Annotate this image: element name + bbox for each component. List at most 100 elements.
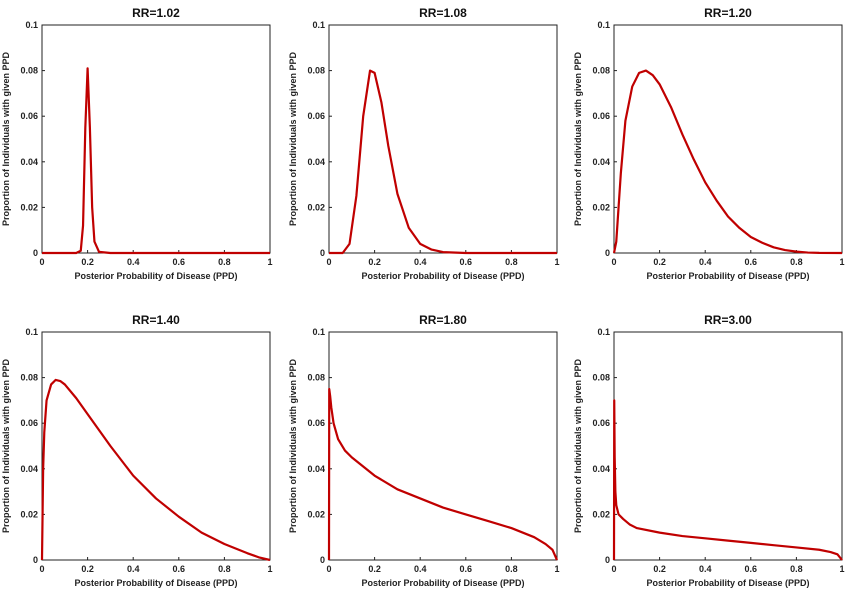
y-tick-label: 0 [320, 248, 325, 258]
x-tick-label: 0.6 [745, 257, 758, 267]
chart-title: RR=1.80 [419, 313, 467, 327]
x-tick-label: 1 [839, 564, 844, 574]
y-tick-label: 0.08 [592, 373, 610, 383]
y-tick-label: 0 [33, 555, 38, 565]
x-axis-label: Posterior Probability of Disease (PPD) [361, 271, 524, 281]
chart-panel-5: RR=1.80 0 0.2 0.4 0.6 0.8 1 0 0.02 0.04 0.06 0.08 0.… [288, 313, 560, 588]
series-line [327, 387, 559, 561]
y-axis-label: Proportion of Individuals with given PPD [288, 359, 298, 534]
y-tick-label: 0.02 [307, 202, 325, 212]
x-tick-label: 0.2 [368, 564, 381, 574]
y-tick-label: 0.04 [20, 464, 38, 474]
x-tick-label: 0.2 [368, 257, 381, 267]
y-tick-label: 0.08 [20, 66, 38, 76]
y-tick-label: 0.02 [307, 509, 325, 519]
x-tick-label: 0.4 [127, 564, 140, 574]
y-tick-label: 0.04 [307, 157, 325, 167]
x-tick-label: 0.6 [745, 564, 758, 574]
chart-panel-2: RR=1.08 0 0.2 0.4 0.6 0.8 1 0 0.02 0.04 0.06 0.08 0.… [288, 6, 560, 281]
series-line [612, 69, 843, 255]
y-tick-label: 0.08 [592, 66, 610, 76]
x-tick-label: 0 [611, 564, 616, 574]
x-tick-label: 0 [326, 564, 331, 574]
y-tick-label: 0.04 [592, 157, 610, 167]
x-tick-label: 0 [326, 257, 331, 267]
y-axis-label: Proportion of Individuals with given PPD [1, 52, 11, 227]
y-tick-label: 0 [33, 248, 38, 258]
y-tick-label: 0.04 [20, 157, 38, 167]
x-tick-label: 0.6 [173, 257, 186, 267]
x-axis-label: Posterior Probability of Disease (PPD) [74, 271, 237, 281]
chart-panel-1: RR=1.02 0 0.2 0.4 0.6 0.8 1 0 0.02 0.04 0.06 0.08 0.… [1, 6, 273, 281]
y-tick-label: 0.1 [312, 327, 325, 337]
y-tick-label: 0.08 [20, 373, 38, 383]
chart-title: RR=1.08 [419, 6, 467, 20]
y-tick-label: 0.02 [20, 202, 38, 212]
y-tick-label: 0.06 [592, 418, 610, 428]
x-tick-label: 0 [611, 257, 616, 267]
x-tick-label: 0.8 [790, 257, 803, 267]
x-tick-label: 0.8 [218, 257, 231, 267]
y-tick-label: 0.08 [307, 66, 325, 76]
y-tick-label: 0.1 [25, 20, 38, 30]
y-tick-label: 0.08 [307, 373, 325, 383]
x-tick-label: 0.4 [127, 257, 140, 267]
y-tick-label: 0.02 [592, 202, 610, 212]
y-axis-label: Proportion of Individuals with given PPD [573, 359, 583, 534]
y-tick-label: 0 [320, 555, 325, 565]
x-tick-label: 0 [39, 257, 44, 267]
x-tick-label: 1 [554, 564, 559, 574]
y-tick-label: 0.1 [597, 327, 610, 337]
x-axis-label: Posterior Probability of Disease (PPD) [646, 271, 809, 281]
chart-title: RR=1.20 [704, 6, 752, 20]
chart-title: RR=1.40 [132, 313, 180, 327]
plot-frame [613, 331, 843, 561]
x-tick-label: 0.8 [218, 564, 231, 574]
chart-panel-6: RR=3.00 0 0.2 0.4 0.6 0.8 1 0 0.02 0.04 0.06 0.08 0.… [573, 313, 845, 588]
x-axis-label: Posterior Probability of Disease (PPD) [646, 578, 809, 588]
x-tick-label: 0.4 [699, 257, 712, 267]
x-tick-label: 0.2 [653, 564, 666, 574]
x-tick-label: 0.6 [173, 564, 186, 574]
chart-title: RR=1.02 [132, 6, 180, 20]
x-tick-label: 0.4 [699, 564, 712, 574]
plot-frame [41, 24, 271, 254]
x-tick-label: 0.2 [81, 564, 94, 574]
y-tick-label: 0.06 [20, 111, 38, 121]
x-tick-label: 1 [267, 257, 272, 267]
y-axis-label: Proportion of Individuals with given PPD [573, 52, 583, 227]
y-tick-label: 0.06 [592, 111, 610, 121]
x-tick-label: 0.4 [414, 564, 427, 574]
x-tick-label: 0.8 [790, 564, 803, 574]
plot-frame [328, 331, 558, 561]
y-tick-label: 0.04 [592, 464, 610, 474]
x-tick-label: 0.8 [505, 564, 518, 574]
x-tick-label: 1 [839, 257, 844, 267]
x-tick-label: 0 [39, 564, 44, 574]
plot-frame [41, 331, 271, 561]
x-tick-label: 0.6 [460, 564, 473, 574]
series-line [42, 67, 270, 255]
y-tick-label: 0 [605, 555, 610, 565]
y-tick-label: 0.06 [20, 418, 38, 428]
y-tick-label: 0.1 [25, 327, 38, 337]
y-axis-label: Proportion of Individuals with given PPD [1, 359, 11, 534]
x-tick-label: 1 [554, 257, 559, 267]
x-tick-label: 0.2 [653, 257, 666, 267]
x-tick-label: 0.2 [81, 257, 94, 267]
x-tick-label: 1 [267, 564, 272, 574]
x-axis-label: Posterior Probability of Disease (PPD) [361, 578, 524, 588]
chart-panel-4: RR=1.40 0 0.2 0.4 0.6 0.8 1 0 0.02 0.04 0.06 0.08 0.… [1, 313, 273, 588]
y-axis-label: Proportion of Individuals with given PPD [288, 52, 298, 227]
chart-title: RR=3.00 [704, 313, 752, 327]
x-axis-label: Posterior Probability of Disease (PPD) [74, 578, 237, 588]
y-tick-label: 0.06 [307, 111, 325, 121]
x-tick-label: 0.6 [460, 257, 473, 267]
y-tick-label: 0.02 [20, 509, 38, 519]
y-tick-label: 0.1 [312, 20, 325, 30]
plot-frame [613, 24, 843, 254]
y-tick-label: 0.1 [597, 20, 610, 30]
x-tick-label: 0.4 [414, 257, 427, 267]
y-tick-label: 0.04 [307, 464, 325, 474]
